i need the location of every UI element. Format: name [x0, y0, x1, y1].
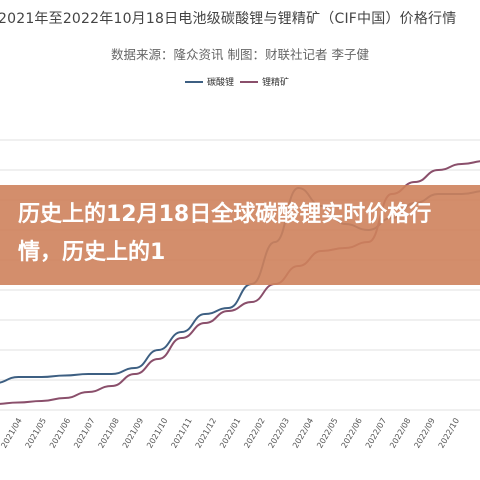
x-tick-label: 2022/05 [315, 417, 339, 450]
x-tick-label: 2021/11 [169, 417, 193, 450]
x-tick-label: 2022/08 [388, 417, 412, 450]
x-tick-label: 2022/07 [364, 417, 388, 450]
x-tick-label: 2021/07 [72, 417, 96, 450]
x-tick-label: 2022/03 [267, 417, 291, 450]
legend-label-spodumene: 锂精矿 [262, 78, 290, 88]
x-tick-label: 2022/06 [340, 417, 364, 450]
x-tick-label: 2022/04 [291, 417, 315, 450]
headline-text: 历史上的12月18日全球碳酸锂实时价格行情，历史上的1 [18, 202, 432, 265]
x-tick-labels: 2021/04 2021/05 2021/06 2021/07 2021/08 2021/… [0, 417, 461, 450]
legend-item-lithium-carbonate: 碳酸锂 [185, 75, 234, 88]
chart-source: 数据来源：隆众资讯 制图：财联社记者 李子健 [111, 47, 369, 62]
x-tick-label: 2021/08 [97, 417, 121, 450]
x-tick-label: 2021/05 [24, 417, 48, 450]
legend-label-lithium-carbonate: 碳酸锂 [207, 78, 235, 88]
legend: 碳酸锂 锂精矿 [185, 75, 289, 88]
legend-swatch-lithium-carbonate [185, 80, 203, 83]
chart-title: 2021年至2022年10月18日电池级碳酸锂与锂精矿（CIF中国）价格行情 [0, 11, 457, 27]
legend-item-spodumene: 锂精矿 [240, 75, 289, 88]
headline-banner: 历史上的12月18日全球碳酸锂实时价格行情，历史上的1 [0, 185, 480, 285]
x-tick-label: 2022/09 [412, 417, 436, 450]
x-tick-label: 2021/12 [194, 417, 218, 450]
x-tick-label: 2022/02 [242, 417, 266, 450]
x-tick-label: 2022/10 [437, 417, 461, 450]
x-tick-label: 2021/09 [121, 417, 145, 450]
x-tick-label: 2021/06 [48, 417, 72, 450]
x-tick-label: 2021/04 [0, 417, 24, 450]
legend-swatch-spodumene [240, 80, 259, 83]
x-tick-label: 2021/10 [145, 417, 169, 450]
x-tick-label: 2022/01 [218, 417, 242, 450]
